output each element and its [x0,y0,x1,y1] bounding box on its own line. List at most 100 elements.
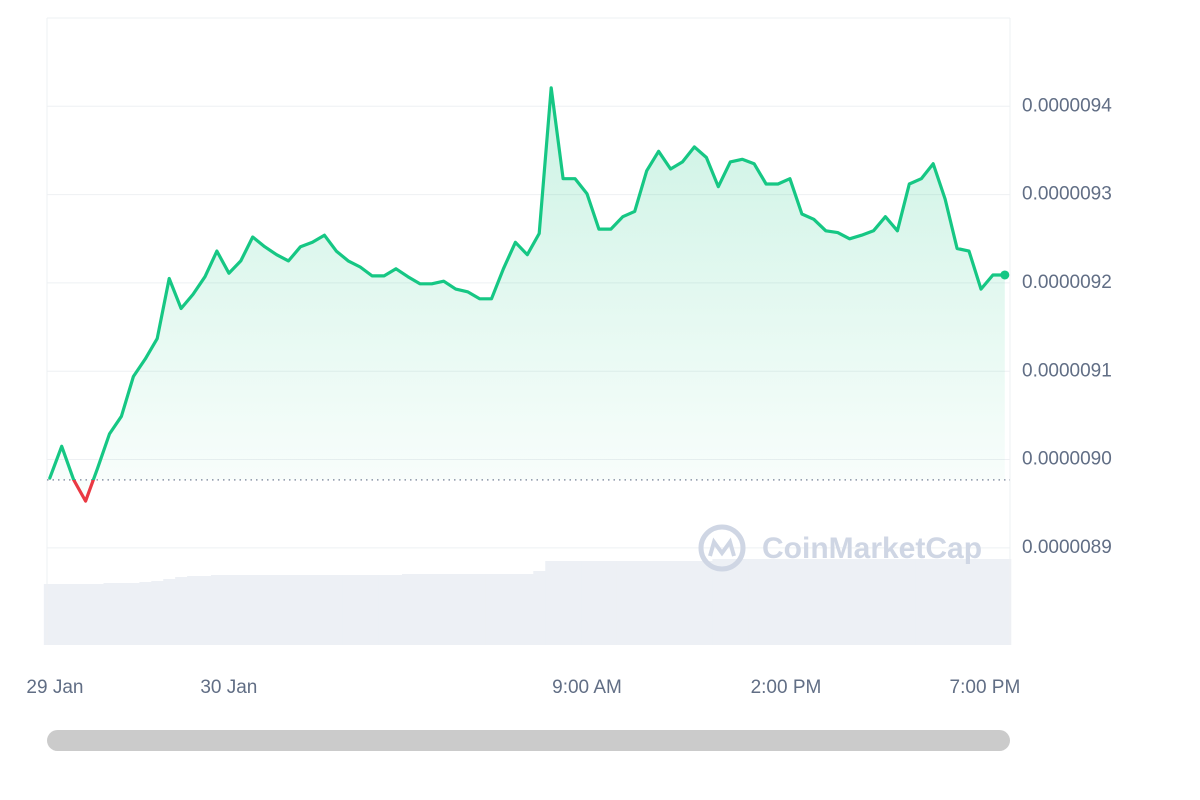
volume-bar [652,561,666,645]
volume-bar [712,559,725,645]
volume-bar [748,559,761,645]
volume-bar [258,575,272,645]
watermark-logo [698,524,746,572]
volume-bar [222,575,236,645]
volume-bar [294,575,307,645]
volume-bar [569,561,582,645]
x-tick-label: 29 Jan [26,677,83,698]
volume-bar [616,561,630,645]
x-tick-label: 9:00 AM [552,677,622,698]
volume-bar [139,582,152,645]
volume-bar [103,583,116,645]
volume-bar [975,559,988,645]
volume-bar [509,574,522,645]
volume-bar [246,575,260,645]
volume-bar [449,574,463,645]
volume-bar [270,575,284,645]
volume-bar [163,579,176,645]
volume-bar [282,575,295,645]
volume-bar [557,561,570,645]
volume-bar [688,561,701,645]
y-tick-label: 0.0000091 [1022,360,1112,381]
volume-bar [700,561,713,645]
volume-bar [867,559,880,645]
volume-bar [604,561,618,645]
volume-bar [998,559,1012,645]
volume-bar [437,574,451,645]
volume-bar [963,559,976,645]
volume-bar [401,574,415,645]
volume-bar [819,559,833,645]
volume-bar [91,584,104,645]
volume-bar [330,575,343,645]
volume-bar [378,575,391,645]
volume-bar [67,584,81,645]
volume-bar [354,575,367,645]
watermark: CoinMarketCap [698,524,982,572]
volume-bar [533,571,546,645]
volume-bar [210,575,224,645]
volume-bar [986,559,1000,645]
volume-bar [127,583,140,645]
y-tick-label: 0.0000089 [1022,537,1112,558]
volume-bar [843,559,857,645]
volume-bar [760,559,773,645]
volume-bar [425,574,439,645]
volume-bar [795,559,809,645]
volume-bar [927,559,940,645]
scrollbar[interactable] [47,730,1010,751]
x-tick-label: 7:00 PM [950,677,1021,698]
volume-bar [79,584,93,645]
volume-bar [342,575,355,645]
volume-bar [521,574,534,645]
volume-bar [664,561,678,645]
volume-bar [175,577,188,645]
volume-bar [545,561,558,645]
volume-bar [831,559,845,645]
volume-bar [581,561,594,645]
x-tick-label: 30 Jan [200,677,257,698]
volume-layer [43,559,1012,645]
volume-bar [855,559,869,645]
volume-bar [783,559,797,645]
volume-bar [772,559,785,645]
volume-bar [736,559,749,645]
volume-bar [640,561,654,645]
volume-bar [473,574,486,645]
volume-bar [807,559,821,645]
line-layer [47,86,1010,503]
volume-bar [939,559,952,645]
x-tick-label: 2:00 PM [751,677,822,698]
y-tick-label: 0.0000092 [1022,272,1112,293]
volume-bar [318,575,331,645]
volume-bar [234,575,248,645]
volume-bar [199,576,212,645]
volume-bar [879,559,892,645]
watermark-logo-mark [708,537,736,557]
volume-bar [390,575,403,645]
volume-bar [306,575,319,645]
volume-bar [497,574,510,645]
volume-bar [676,561,689,645]
volume-bar [628,561,642,645]
volume-bar [43,584,57,645]
volume-bar [915,559,928,645]
volume-bar [903,559,916,645]
volume-bar [55,584,69,645]
y-tick-label: 0.0000093 [1022,184,1112,205]
price-area [49,87,1005,502]
volume-bar [413,574,427,645]
watermark-text: CoinMarketCap [762,532,982,565]
labels-layer: 0.0000089 0.0000090 0.0000091 0.0000092 0.00… [26,95,1112,698]
volume-bar [151,581,164,645]
volume-bar [485,574,498,645]
price-line [48,86,1007,503]
volume-bar [891,559,904,645]
volume-bar [115,583,128,645]
volume-bar [366,575,379,645]
volume-bar [461,574,475,645]
volume-bar [592,561,606,645]
y-tick-label: 0.0000094 [1022,95,1112,116]
